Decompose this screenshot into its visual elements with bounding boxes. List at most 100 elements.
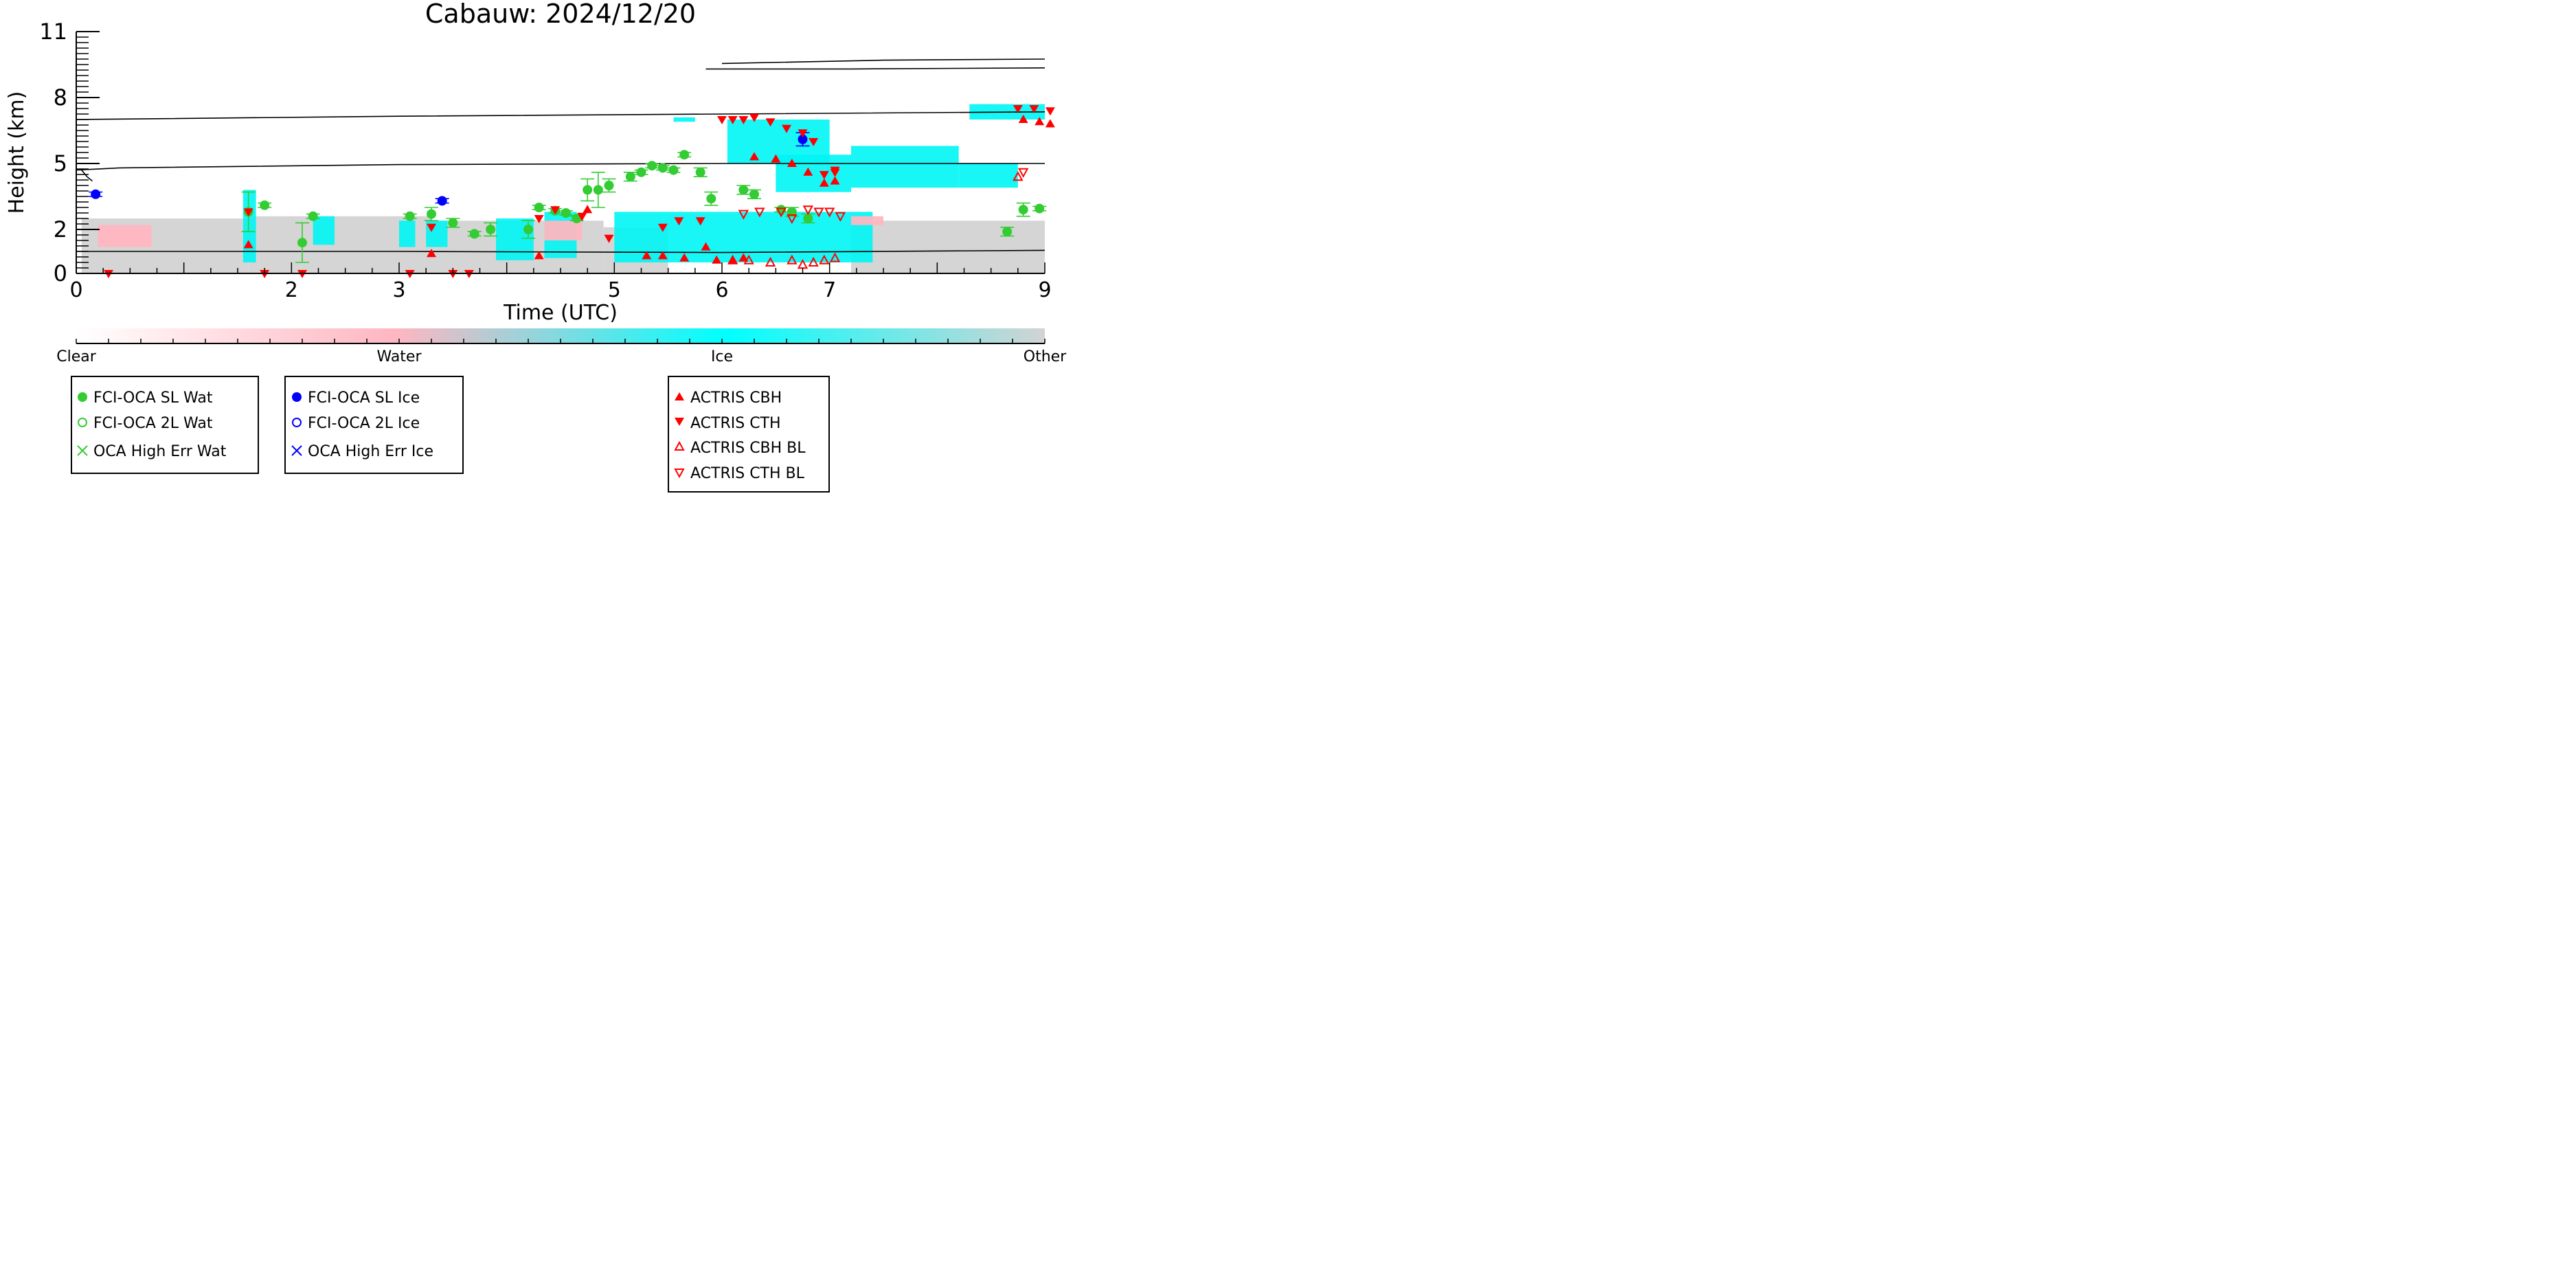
series-3-point-21: [798, 129, 808, 138]
series-2-point-6: [679, 253, 690, 262]
series-2-point-8: [712, 255, 722, 264]
series-0-point-20: [657, 163, 668, 173]
legend-cbh-bl-marker: [674, 440, 685, 451]
colorbar: Clear Water Ice Other: [56, 328, 1067, 365]
series-4-point-5: [808, 256, 819, 267]
lidar-region-7: [399, 221, 416, 247]
series-2-point-16: [830, 176, 840, 185]
series-0-point-28: [787, 207, 797, 217]
series-2-point-14: [803, 167, 813, 176]
lidar-region-20: [544, 221, 583, 240]
series-3-point-28: [1045, 107, 1055, 116]
legend-higherr-wat-label: OCA High Err Wat: [93, 443, 227, 460]
legend-actris: ACTRIS CBH ACTRIS CTH ACTRIS CBH BL ACTR…: [668, 376, 830, 493]
y-minor-ticks: [76, 31, 89, 274]
x-tick-label-4: 6: [715, 278, 728, 302]
legend-cth-bl-marker: [674, 468, 685, 479]
x-tick-label-3: 5: [608, 278, 621, 302]
legend-cth-bl-label: ACTRIS CTH BL: [690, 465, 805, 482]
colorbar-label-2: Ice: [711, 348, 733, 365]
lidar-region-19: [98, 225, 152, 247]
legend-cbh-marker: [675, 392, 684, 400]
series-5-point-7: [835, 212, 846, 222]
series-3-point-15: [717, 116, 727, 124]
series-3-point-26: [1013, 105, 1023, 113]
series-0-point-21: [668, 165, 679, 175]
legend-water: FCI-OCA SL Wat FCI-OCA 2L Wat OCA High E…: [71, 376, 259, 474]
series-0-point-30: [1002, 227, 1013, 237]
lidar-region-6: [313, 216, 335, 245]
series-4-point-2: [765, 256, 776, 267]
legend-2l-ice-label: FCI-OCA 2L Ice: [308, 415, 420, 432]
colorbar-label-1: Water: [376, 348, 422, 365]
series-2-point-5: [657, 251, 668, 260]
legend-cth-label: ACTRIS CTH: [690, 415, 781, 432]
series-2-point-17: [1018, 115, 1028, 123]
series-1-point-0: [91, 189, 101, 199]
x-tick-label-1: 2: [285, 278, 298, 302]
legend-sl-ice-marker: [292, 392, 302, 402]
series-0-point-5: [427, 209, 436, 219]
plot-area: 0 2 5 8 11 0 2 3 5 6 7 9: [39, 19, 1055, 302]
series-4-point-7: [829, 252, 841, 262]
series-0-point-22: [679, 150, 690, 160]
colorbar-label-3: Other: [1024, 348, 1067, 365]
chart-title: Cabauw: 2024/12/20: [425, 0, 696, 29]
y-tick-labels: 0 2 5 8 11: [39, 19, 100, 286]
series-0-point-9: [523, 225, 533, 234]
series-0-point-6: [448, 218, 458, 228]
series-3-point-16: [727, 116, 738, 124]
x-tick-label-2: 3: [392, 278, 405, 302]
series-5-point-8: [1017, 168, 1029, 178]
series-0-point-32: [1035, 203, 1045, 214]
series-0-point-4: [405, 211, 415, 221]
series-3-point-22: [809, 138, 819, 146]
series-0-point-13: [572, 214, 582, 223]
x-tick-labels: 0 2 3 5 6 7 9: [69, 278, 1051, 302]
series-0-point-2: [297, 238, 307, 248]
data-markers: [91, 105, 1055, 278]
contour-line-0: [76, 111, 1046, 120]
contour-line-2: [76, 249, 1046, 253]
series-0-point-16: [604, 181, 614, 190]
series-5-point-2: [776, 207, 787, 218]
series-2-point-2: [534, 251, 544, 260]
series-4-point-8: [1013, 171, 1024, 181]
lidar-region-15: [851, 146, 959, 188]
legend-higherr-ice-marker: [291, 445, 302, 456]
series-0-point-26: [749, 189, 759, 199]
x-tick-label-6: 9: [1038, 278, 1051, 302]
series-0-point-31: [1018, 205, 1028, 215]
series-0-point-10: [534, 203, 544, 212]
x-tick-label-5: 7: [823, 278, 836, 302]
series-4-point-0: [727, 254, 738, 264]
series-2-point-13: [787, 159, 797, 167]
legend-2l-wat-marker: [78, 418, 87, 427]
legend-higherr-ice-label: OCA High Err Ice: [308, 443, 433, 460]
lidar-region-18: [673, 117, 695, 122]
series-0-point-7: [469, 229, 479, 239]
colorbar-gradient: [76, 328, 1045, 343]
chart-figure: Cabauw: 2024/12/20 0 2 5 8 11 0 2 3 5 6 7 9 Time (…: [5, 0, 1067, 493]
series-2-point-19: [1045, 119, 1055, 128]
series-0-point-1: [260, 200, 270, 210]
contour-line-4: [721, 58, 1046, 65]
series-4-point-6: [819, 254, 830, 264]
series-2-point-15: [819, 178, 829, 187]
contour-wiggle: [81, 170, 93, 182]
y-axis-label: Height (km): [5, 91, 29, 214]
series-5-point-1: [754, 207, 765, 218]
series-4-point-1: [743, 254, 754, 264]
series-2-point-3: [583, 205, 593, 214]
series-0-point-29: [803, 214, 813, 223]
series-3-point-5: [427, 223, 436, 232]
x-minor-ticks: [76, 262, 1046, 273]
series-2-point-12: [771, 154, 781, 163]
series-2-point-11: [749, 152, 759, 161]
colorbar-label-0: Clear: [56, 348, 96, 365]
series-0-point-24: [706, 194, 716, 204]
y-tick-label-3: 8: [54, 84, 67, 111]
series-0-point-18: [636, 167, 646, 177]
series-3-point-13: [674, 217, 684, 226]
series-0-point-15: [593, 185, 603, 195]
